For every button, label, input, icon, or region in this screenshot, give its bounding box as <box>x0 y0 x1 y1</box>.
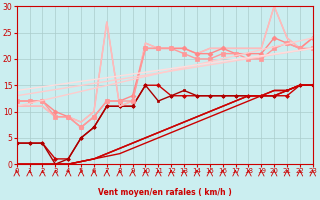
X-axis label: Vent moyen/en rafales ( km/h ): Vent moyen/en rafales ( km/h ) <box>98 188 232 197</box>
